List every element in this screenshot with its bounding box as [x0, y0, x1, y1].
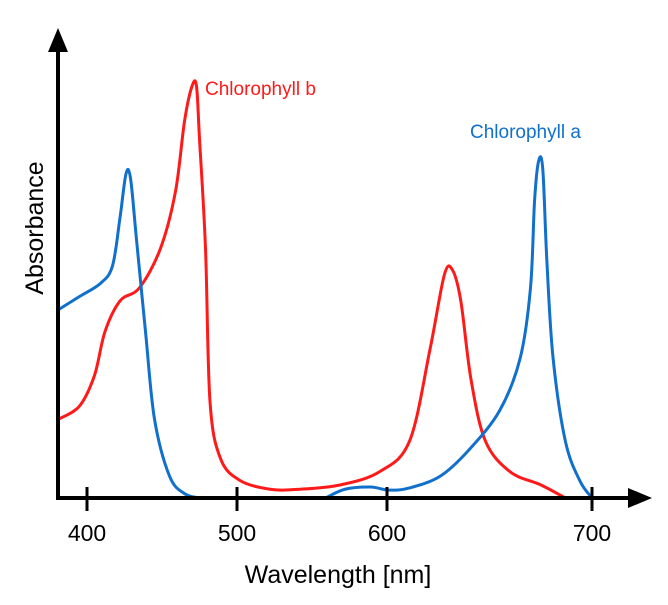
y-axis-label: Absorbance [21, 161, 49, 294]
x-tick-label: 600 [368, 520, 406, 546]
x-tick-label: 500 [218, 520, 256, 546]
y-axis-arrow-icon [48, 28, 68, 52]
x-ticks: 400 500 600 700 [68, 487, 611, 546]
x-axis-arrow-icon [628, 488, 652, 508]
x-tick-label: 700 [573, 520, 611, 546]
series-line-chlorophyll-b-0 [57, 79, 567, 500]
x-axis-label: Wavelength [nm] [245, 561, 432, 589]
x-tick-label: 400 [68, 520, 106, 546]
series-line-chlorophyll-a-0 [57, 167, 200, 500]
curves [57, 79, 594, 500]
series-label-chlorophyll-a: Chlorophyll a [470, 122, 581, 143]
series-line-chlorophyll-a-1 [324, 155, 594, 500]
series-label-chlorophyll-b: Chlorophyll b [205, 79, 316, 100]
